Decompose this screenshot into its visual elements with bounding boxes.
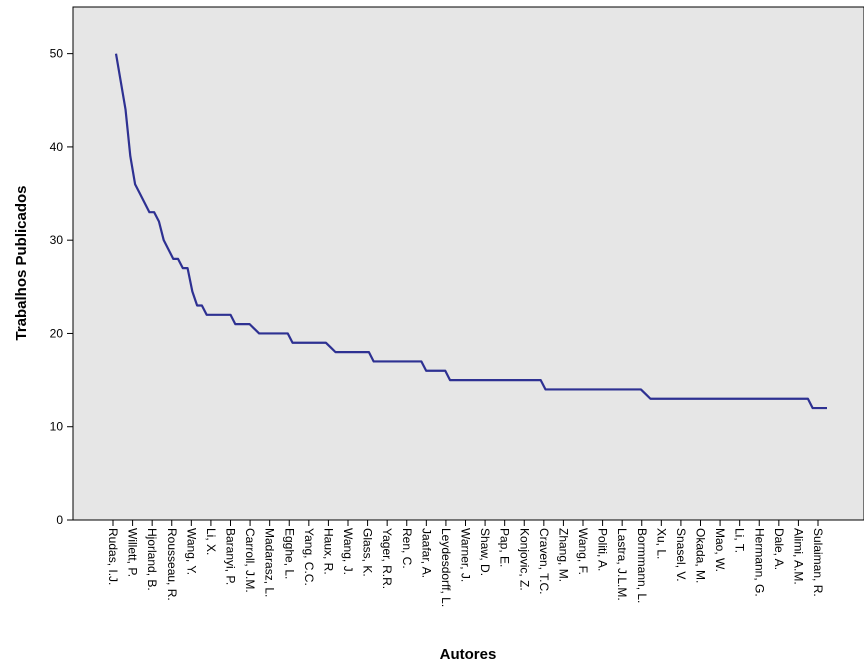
plot-area: [72, 6, 864, 521]
x-tick-label: Pap, E.: [498, 528, 512, 567]
x-tick-label: Wang, Y.: [184, 528, 198, 575]
x-tick-label: Okada, M.: [694, 528, 708, 583]
y-axis: 0 10 20 30 40 50: [50, 47, 73, 527]
x-tick-label: Hermann, G.: [752, 528, 766, 597]
x-axis: Rudas, I.J. Willett, P. Hjorland, B. Rousse…: [106, 520, 825, 607]
x-tick-label: Zhang, M.: [556, 528, 570, 582]
x-tick-label: Rousseau, R.: [165, 528, 179, 601]
x-tick-label: Li, X.: [204, 528, 218, 555]
x-tick-label: Hjorland, B.: [145, 528, 159, 591]
x-tick-label: Li, T.: [733, 528, 747, 553]
x-tick-label: Alimi, A.M.: [791, 528, 805, 585]
x-tick-label: Rudas, I.J.: [106, 528, 120, 585]
x-tick-label: Carroll, J.M.: [243, 528, 257, 593]
x-tick-label: Willett, P.: [126, 528, 140, 577]
y-tick-label: 20: [50, 326, 64, 340]
x-tick-label: Xu, L.: [654, 528, 668, 559]
x-tick-label: Wang, J.: [341, 528, 355, 575]
x-tick-label: Bormmann, L.: [635, 528, 649, 603]
x-tick-label: Sulaiman, R.: [811, 528, 825, 597]
x-axis-title: Autores: [440, 646, 497, 663]
x-tick-label: Baranyi, P.: [224, 528, 238, 585]
x-tick-label: Glass, K.: [361, 528, 375, 577]
x-tick-label: Lastra, J.L.M.: [615, 528, 629, 601]
x-tick-label: Craven, T.C.: [537, 528, 551, 594]
y-tick-label: 10: [50, 420, 64, 434]
x-tick-label: Warner, J.: [459, 528, 473, 582]
x-tick-label: Leydesdorff, L.: [439, 528, 453, 607]
y-tick-label: 40: [50, 140, 64, 154]
x-tick-label: Shaw, D.: [478, 528, 492, 576]
x-tick-label: Ren, C.: [400, 528, 414, 569]
y-tick-label: 50: [50, 47, 64, 61]
x-tick-label: Dale, A.: [772, 528, 786, 570]
x-tick-label: Haux, R.: [321, 528, 335, 575]
x-tick-label: Egghe, L.: [282, 528, 296, 579]
series-line: [114, 53, 827, 410]
x-tick-label: Yager, R.R.: [380, 528, 394, 589]
x-tick-label: Wang, F.: [576, 528, 590, 575]
y-tick-label: 0: [56, 513, 63, 527]
x-tick-label: Madarasz, L.: [263, 528, 277, 597]
x-tick-label: Mao, W.: [713, 528, 727, 572]
x-tick-label: Politi, A.: [596, 528, 610, 571]
y-axis-title: Trabalhos Publicados: [13, 185, 30, 340]
x-tick-label: Konjovic, Z.: [517, 528, 531, 591]
x-tick-label: Snasel, V.: [674, 528, 688, 582]
x-tick-label: Jaafar, A.: [419, 528, 433, 578]
y-tick-label: 30: [50, 233, 64, 247]
x-tick-label: Yang, C.C.: [302, 528, 316, 586]
